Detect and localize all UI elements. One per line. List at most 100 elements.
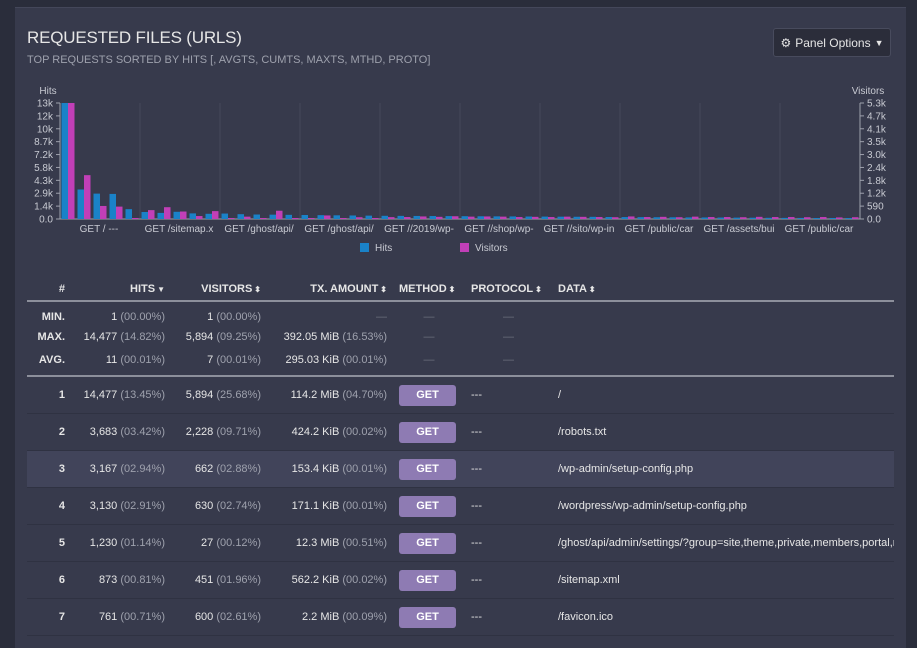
visitors-percent: (00.01%) <box>216 353 261 366</box>
tx-amount-value: 12.3 MiB <box>295 537 340 549</box>
hits-bar <box>589 216 596 219</box>
hits-bar <box>541 216 548 219</box>
panel-options-button[interactable]: ⚙ Panel Options ▼ <box>773 28 891 57</box>
right-tick-label: 4.1k <box>867 124 887 135</box>
hits-bar <box>205 213 212 219</box>
column-header-tx-amount[interactable]: TX. AMOUNT ⬍ <box>267 278 393 302</box>
visitors-bar <box>292 218 299 219</box>
table-row[interactable]: 4 3,130 (02.91%) 630 (02.74%) 171.1 KiB (00… <box>27 487 894 525</box>
hits-value: 3,130 <box>89 500 118 512</box>
column-header-protocol[interactable]: PROTOCOL ⬍ <box>465 278 552 302</box>
hits-bar <box>301 214 308 219</box>
gear-icon: ⚙ <box>780 35 792 50</box>
hits-percent: (00.01%) <box>120 353 165 366</box>
table-header-row: # HITS ▼ VISITORS ⬍ TX. AMOUNT ⬍ METHOD ⬍ PROTOCO… <box>27 278 894 302</box>
hits-bar <box>701 217 708 219</box>
column-label: HITS <box>130 283 156 295</box>
hits-bar <box>109 193 116 219</box>
legend-hits-label: Hits <box>375 243 392 254</box>
hits-bar <box>237 214 244 219</box>
protocol-value: — <box>503 353 514 366</box>
x-tick-label: GET /assets/bui <box>704 224 775 235</box>
right-tick-label: 3.0k <box>867 150 887 161</box>
hits-bar <box>477 216 484 219</box>
visitors-value: 7 <box>207 353 214 366</box>
method-value: — <box>423 310 435 323</box>
hits-percent: (02.91%) <box>120 500 165 512</box>
request-url: /ghost/api/admin/settings/?group=site,th… <box>558 537 894 549</box>
tx-amount-percent: (00.01%) <box>342 500 387 512</box>
panel-subtitle: TOP REQUESTS SORTED BY HITS [, AVGTS, CU… <box>27 54 431 66</box>
data-rows: 1 14,477 (13.45%) 5,894 (25.68%) 114.2 MiB … <box>27 376 894 636</box>
hits-bar <box>461 216 468 219</box>
table-row[interactable]: 6 873 (00.81%) 451 (01.96%) 562.2 KiB (00.0… <box>27 561 894 599</box>
tx-amount-value: 392.05 MiB <box>283 330 340 343</box>
visitors-bar <box>612 217 619 219</box>
left-tick-label: 13k <box>37 99 54 110</box>
table-row[interactable]: 5 1,230 (01.14%) 27 (00.12%) 12.3 MiB (00.5… <box>27 524 894 562</box>
summary-row: MAX. 14,477 (14.82%) 5,894 (09.25%) 392.05 … <box>27 325 894 348</box>
request-url: /favicon.ico <box>558 611 614 623</box>
column-header-method[interactable]: METHOD ⬍ <box>393 278 465 302</box>
method-badge[interactable]: GET <box>399 458 456 480</box>
hits-bar <box>685 217 692 219</box>
tx-amount-value: 562.2 KiB <box>291 574 340 586</box>
method-badge[interactable]: GET <box>399 532 456 554</box>
protocol-value: --- <box>471 463 482 475</box>
visitors-bar <box>404 217 411 219</box>
right-axis-title: Visitors <box>852 86 885 97</box>
tx-amount-value: 171.1 KiB <box>291 500 340 512</box>
hits-value: 3,683 <box>89 426 118 438</box>
column-header-visitors[interactable]: VISITORS ⬍ <box>171 278 267 302</box>
protocol-value: --- <box>471 537 482 549</box>
table-row[interactable]: 1 14,477 (13.45%) 5,894 (25.68%) 114.2 MiB … <box>27 376 894 414</box>
hits-bar <box>221 213 228 219</box>
visitors-bar <box>276 210 283 219</box>
right-tick-label: 1.8k <box>867 176 887 187</box>
hits-bar <box>797 217 804 219</box>
table-row[interactable]: 7 761 (00.71%) 600 (02.61%) 2.2 MiB (00.09%… <box>27 598 894 636</box>
row-index: 6 <box>58 574 65 586</box>
visitors-percent: (09.71%) <box>216 426 261 438</box>
table-row[interactable]: 3 3,167 (02.94%) 662 (02.88%) 153.4 KiB (00… <box>27 450 894 488</box>
method-badge[interactable]: GET <box>399 495 456 517</box>
visitors-percent: (25.68%) <box>216 389 261 401</box>
visitors-bar <box>212 211 219 219</box>
table-row[interactable]: 2 3,683 (03.42%) 2,228 (09.71%) 424.2 KiB (… <box>27 413 894 451</box>
hits-bar <box>829 218 836 219</box>
hits-bar <box>317 215 324 219</box>
visitors-bar <box>532 216 539 219</box>
tx-amount-percent: (00.09%) <box>342 611 387 623</box>
hits-bar <box>765 217 772 219</box>
request-url: /wp-admin/setup-config.php <box>558 463 694 475</box>
visitors-value: 27 <box>201 537 214 549</box>
hits-bar <box>413 215 420 219</box>
right-tick-label: 5.3k <box>867 99 887 110</box>
summary-label: AVG. <box>38 353 65 366</box>
method-badge[interactable]: GET <box>399 421 456 443</box>
visitors-bar <box>516 217 523 219</box>
tx-amount-value: 424.2 KiB <box>291 426 340 438</box>
method-badge[interactable]: GET <box>399 569 456 591</box>
left-tick-label: 12k <box>37 111 54 122</box>
hits-percent: (13.45%) <box>120 389 165 401</box>
hits-bar <box>77 189 84 219</box>
method-badge[interactable]: GET <box>399 606 456 628</box>
hits-bar <box>61 103 68 219</box>
hits-value: 14,477 <box>83 389 118 401</box>
left-tick-label: 1.4k <box>34 202 54 213</box>
visitors-value: 2,228 <box>185 426 214 438</box>
method-value: — <box>423 330 435 343</box>
hits-bar <box>125 209 132 219</box>
summary-label: MAX. <box>37 330 66 343</box>
visitors-bar <box>180 211 187 219</box>
hits-bar <box>269 214 276 219</box>
column-header-hits[interactable]: HITS ▼ <box>71 278 171 302</box>
visitors-bar <box>228 218 235 219</box>
x-tick-label: GET /public/car <box>785 224 854 235</box>
sort-icon: ⬍ <box>380 285 387 294</box>
hits-bar <box>717 217 724 219</box>
protocol-value: --- <box>471 574 482 586</box>
method-badge[interactable]: GET <box>399 384 456 406</box>
column-header-data[interactable]: DATA ⬍ <box>552 278 894 302</box>
